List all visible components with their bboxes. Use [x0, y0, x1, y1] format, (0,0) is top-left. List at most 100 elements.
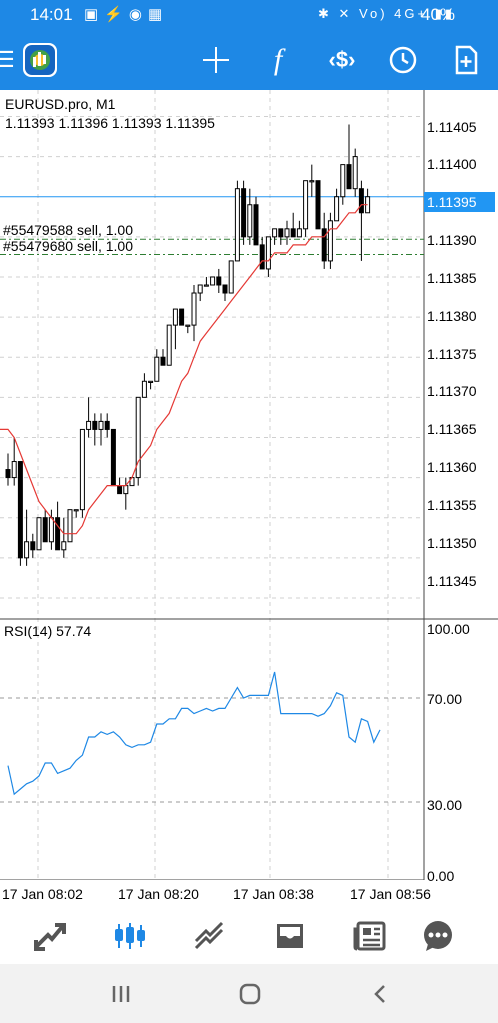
candle-body	[272, 228, 278, 238]
candle-body	[278, 228, 284, 238]
candle-body	[197, 284, 203, 294]
candle-body	[321, 228, 327, 262]
bottom-navigation	[0, 908, 498, 964]
candle-body	[73, 509, 79, 512]
status-time: 14:01	[30, 5, 73, 24]
app-logo-icon[interactable]	[20, 40, 60, 80]
candle-body	[86, 420, 92, 430]
candle-body	[284, 228, 290, 238]
indicators-icon[interactable]: f	[273, 43, 283, 76]
candle-body	[241, 188, 247, 238]
add-document-icon[interactable]	[446, 40, 486, 80]
candle-body	[123, 485, 129, 495]
inbox-icon[interactable]	[270, 916, 310, 956]
candle-body	[67, 509, 73, 543]
candle-body	[179, 308, 185, 326]
candle-body	[191, 292, 197, 326]
price-tick-label: 1.11375	[427, 346, 477, 362]
candle-body	[327, 220, 333, 262]
menu-icon[interactable]: ☰	[0, 47, 15, 72]
candle-body	[24, 541, 30, 559]
candle-body	[309, 180, 315, 183]
candle-body	[141, 380, 147, 398]
home-icon[interactable]	[230, 978, 270, 1010]
candle-body	[259, 244, 265, 270]
candle-body	[352, 156, 358, 190]
price-tick-label: 1.11400	[427, 156, 477, 172]
rsi-tick-label: 70.00	[427, 691, 463, 707]
candle-body	[98, 420, 104, 430]
recent-apps-icon[interactable]	[101, 978, 141, 1010]
price-tick-label: 1.11405	[427, 119, 477, 135]
candle-body	[265, 236, 271, 270]
candle-body	[234, 188, 240, 262]
candle-body	[166, 324, 172, 366]
price-tick-label: 1.11350	[427, 535, 477, 551]
candle-body	[346, 164, 352, 190]
candle-body	[104, 420, 110, 430]
candle-body	[203, 284, 209, 287]
current-price-tag: 1.11395	[424, 192, 495, 212]
time-axis-label: 17 Jan 08:38	[233, 886, 314, 902]
moving-average-line	[0, 204, 368, 535]
rsi-tick-label: 30.00	[427, 797, 463, 813]
price-tick-label: 1.11370	[427, 383, 477, 399]
candle-body	[135, 396, 141, 479]
candle-body	[110, 428, 116, 487]
rsi-line	[7, 671, 381, 796]
chart-area[interactable]	[0, 90, 498, 880]
network-type-label: 4G+	[394, 6, 429, 21]
price-tick-label: 1.11360	[427, 459, 477, 475]
timeframe-clock-icon[interactable]	[383, 40, 423, 80]
candle-body	[5, 469, 11, 479]
network-label: Vo)	[359, 6, 388, 21]
rsi-tick-label: 0.00	[427, 868, 455, 884]
price-tick-label: 1.11345	[427, 573, 477, 589]
candle-body	[30, 541, 36, 551]
chart-title: EURUSD.pro, M1	[5, 96, 116, 112]
candle-body	[36, 517, 42, 551]
time-axis-label: 17 Jan 08:56	[350, 886, 431, 902]
order-label[interactable]: #55479680 sell, 1.00	[3, 238, 133, 254]
candle-body	[11, 461, 17, 479]
rsi-tick-label: 100.00	[427, 621, 470, 637]
price-tick-label: 1.11385	[427, 270, 477, 286]
candle-body	[185, 324, 191, 327]
status-bar: 14:01 ▣⚡◉▦ ✱ ✕ Vo) 4G+ ▮▮ 40%	[0, 0, 498, 30]
order-label[interactable]: #55479588 sell, 1.00	[3, 222, 133, 238]
candle-body	[358, 188, 364, 214]
candle-body	[17, 461, 23, 559]
time-axis-label: 17 Jan 08:02	[2, 886, 83, 902]
candle-body	[303, 180, 309, 230]
battery-percent: 40%	[421, 5, 456, 24]
candle-body	[48, 517, 54, 543]
history-icon[interactable]	[190, 916, 230, 956]
candle-body	[290, 228, 296, 238]
new-order-icon[interactable]: ‹$›	[328, 47, 356, 72]
time-axis-label: 17 Jan 08:20	[118, 886, 199, 902]
candle-body	[172, 308, 178, 326]
system-navigation-bar	[0, 964, 498, 1023]
trade-icon[interactable]	[30, 916, 70, 956]
chart-icon[interactable]	[110, 916, 150, 956]
candle-body	[154, 356, 160, 382]
price-tick-label: 1.11380	[427, 308, 477, 324]
network-icons: ✱ ✕ Vo) 4G+ ▮▮	[318, 6, 456, 21]
candle-body	[160, 356, 166, 366]
candle-body	[334, 196, 340, 222]
candle-body	[148, 380, 154, 383]
price-tick-label: 1.11365	[427, 421, 477, 437]
candle-body	[42, 517, 48, 543]
news-icon[interactable]	[350, 916, 390, 956]
price-chart[interactable]	[0, 90, 498, 880]
back-icon[interactable]	[360, 978, 400, 1010]
candle-body	[79, 428, 85, 511]
candle-body	[340, 164, 346, 198]
candle-body	[61, 541, 67, 551]
price-tick-label: 1.11355	[427, 497, 477, 513]
crosshair-icon[interactable]	[196, 40, 236, 80]
candle-body	[228, 260, 234, 294]
candle-body	[247, 204, 253, 238]
chat-icon[interactable]	[418, 916, 458, 956]
candle-body	[315, 180, 321, 230]
